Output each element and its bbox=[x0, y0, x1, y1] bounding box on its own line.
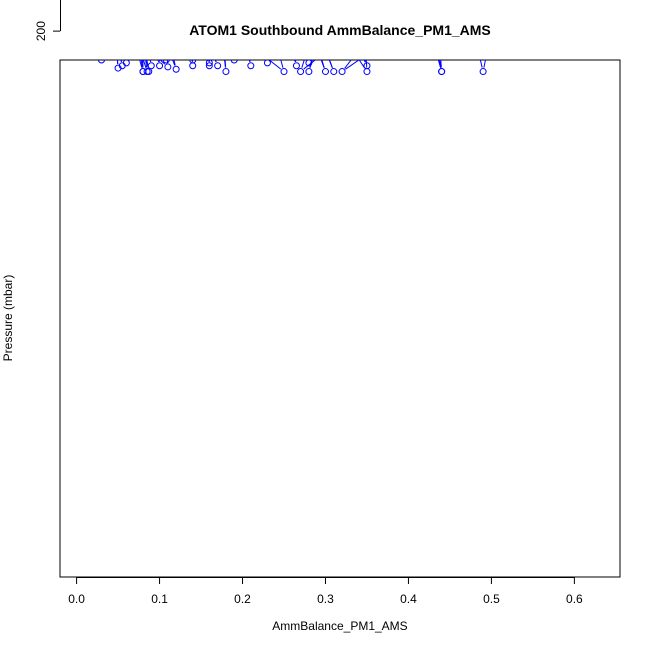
data-point bbox=[116, 60, 121, 61]
y-axis-label: Pressure (mbar) bbox=[1, 275, 15, 362]
x-tick-label: 0.1 bbox=[151, 592, 168, 606]
data-point bbox=[479, 68, 487, 76]
x-tick-label: 0.5 bbox=[483, 592, 500, 606]
series-segment bbox=[166, 60, 169, 63]
data-point bbox=[122, 60, 130, 67]
series-segment bbox=[88, 0, 117, 53]
plot-area-frame bbox=[59, 59, 621, 578]
data-point bbox=[438, 68, 446, 76]
series-segment bbox=[145, 60, 148, 68]
x-axis-label: AmmBalance_PM1_AMS bbox=[272, 619, 407, 633]
series-segment bbox=[157, 60, 160, 63]
series-segment bbox=[85, 0, 125, 59]
data-point bbox=[330, 68, 338, 76]
data-point bbox=[172, 65, 180, 73]
series-segment bbox=[116, 60, 119, 65]
data-point bbox=[252, 45, 258, 51]
data-point bbox=[156, 62, 164, 70]
series-segment bbox=[97, 0, 105, 52]
x-tick-label: 0.6 bbox=[566, 592, 583, 606]
series-segment bbox=[131, 0, 139, 29]
data-point bbox=[128, 30, 134, 36]
series-segment bbox=[85, 0, 117, 53]
data-point bbox=[222, 68, 230, 76]
data-point bbox=[114, 64, 122, 72]
series-segment bbox=[139, 60, 143, 68]
data-point bbox=[205, 62, 213, 70]
data-layer bbox=[74, 0, 487, 76]
data-point bbox=[338, 68, 346, 76]
series-segment bbox=[191, 60, 193, 62]
data-point bbox=[305, 60, 313, 67]
series-segment bbox=[120, 60, 122, 62]
series-segment bbox=[166, 0, 182, 56]
data-point bbox=[247, 62, 255, 70]
series-segment bbox=[141, 60, 144, 68]
data-point bbox=[97, 60, 105, 64]
data-point bbox=[230, 60, 238, 64]
series-segment bbox=[149, 60, 152, 62]
series-segment bbox=[117, 0, 127, 20]
series-segment bbox=[173, 60, 176, 66]
series-segment bbox=[104, 0, 116, 20]
x-tick-label: 0.4 bbox=[400, 592, 417, 606]
series-segment bbox=[142, 60, 144, 68]
data-point bbox=[103, 53, 109, 59]
chart-title: ATOM1 Southbound AmmBalance_PM1_AMS bbox=[189, 22, 491, 38]
data-point bbox=[321, 68, 329, 76]
data-point bbox=[305, 68, 313, 76]
data-point bbox=[189, 62, 197, 70]
data-point bbox=[280, 68, 288, 76]
x-tick-label: 0.3 bbox=[317, 592, 334, 606]
data-point bbox=[162, 60, 170, 64]
series-segment bbox=[78, 14, 99, 57]
x-tick-label: 0.2 bbox=[234, 592, 251, 606]
series-segment bbox=[158, 60, 160, 62]
data-point bbox=[139, 68, 147, 76]
data-point bbox=[164, 63, 172, 71]
data-point bbox=[143, 68, 151, 76]
y-axis: 2004006008001000 bbox=[34, 0, 61, 41]
data-point bbox=[147, 62, 155, 70]
series-segment bbox=[92, 0, 106, 52]
data-point bbox=[214, 62, 222, 70]
data-point bbox=[297, 68, 305, 76]
series-segment bbox=[149, 60, 152, 62]
data-point bbox=[74, 7, 80, 13]
y-tick-label: 200 bbox=[34, 21, 48, 41]
x-tick-label: 0.0 bbox=[68, 592, 85, 606]
data-point bbox=[363, 68, 371, 76]
series-segment bbox=[146, 60, 149, 68]
series-segment bbox=[140, 60, 143, 68]
data-point bbox=[292, 62, 300, 70]
data-point bbox=[205, 60, 213, 67]
data-point bbox=[189, 60, 197, 64]
series-segment bbox=[142, 60, 147, 68]
series-segment bbox=[88, 0, 102, 56]
data-point bbox=[113, 21, 119, 27]
series-segment bbox=[148, 0, 192, 56]
series-segment bbox=[172, 60, 176, 66]
series-segment bbox=[146, 60, 149, 68]
x-axis: 0.0 0.1 0.2 0.3 0.4 0.5 0.6 bbox=[68, 577, 583, 606]
series-segment bbox=[120, 60, 123, 62]
series-segment bbox=[116, 60, 119, 65]
data-point bbox=[263, 60, 271, 67]
series-segment bbox=[94, 0, 125, 59]
